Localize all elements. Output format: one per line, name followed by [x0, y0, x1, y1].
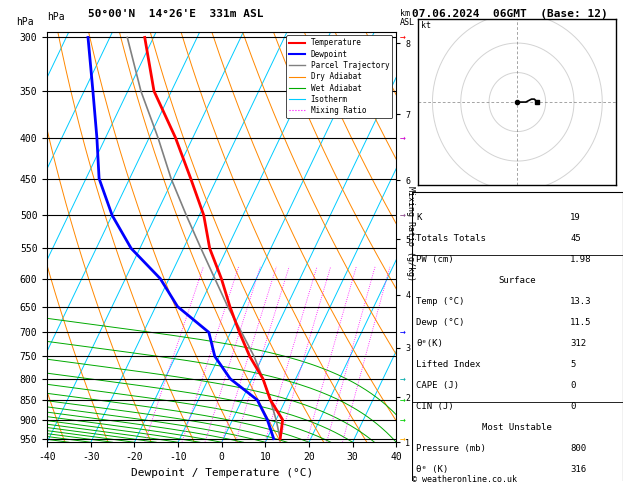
Text: θᵉ (K): θᵉ (K): [416, 466, 448, 474]
Text: 50°00'N  14°26'E  331m ASL: 50°00'N 14°26'E 331m ASL: [88, 9, 264, 19]
Text: 11.5: 11.5: [570, 318, 591, 328]
Text: 10: 10: [276, 446, 283, 451]
Text: →: →: [399, 133, 405, 142]
Text: CIN (J): CIN (J): [416, 402, 454, 412]
Text: kt: kt: [421, 21, 431, 30]
Text: 316: 316: [570, 466, 586, 474]
Text: 19: 19: [570, 213, 581, 223]
Text: 25: 25: [339, 446, 346, 451]
Text: 1.98: 1.98: [570, 256, 591, 264]
Text: 0: 0: [570, 382, 576, 390]
Text: Mixing Ratio (g/kg): Mixing Ratio (g/kg): [406, 186, 415, 281]
Text: Totals Totals: Totals Totals: [416, 234, 486, 243]
Text: Pressure (mb): Pressure (mb): [416, 444, 486, 453]
Text: 8: 8: [263, 446, 267, 451]
Text: Surface: Surface: [499, 277, 536, 285]
Text: →: →: [399, 328, 405, 337]
Text: 15: 15: [303, 446, 311, 451]
Text: 2: 2: [180, 446, 184, 451]
Text: 312: 312: [570, 339, 586, 348]
Legend: Temperature, Dewpoint, Parcel Trajectory, Dry Adiabat, Wet Adiabat, Isotherm, Mi: Temperature, Dewpoint, Parcel Trajectory…: [286, 35, 392, 118]
Text: 5: 5: [570, 361, 576, 369]
Text: PW (cm): PW (cm): [416, 256, 454, 264]
Text: 1: 1: [143, 446, 147, 451]
Text: →: →: [399, 434, 405, 444]
Text: →: →: [399, 33, 405, 42]
Text: hPa: hPa: [47, 12, 65, 22]
Text: Dewp (°C): Dewp (°C): [416, 318, 465, 328]
Text: Lifted Index: Lifted Index: [416, 361, 481, 369]
Text: © weatheronline.co.uk: © weatheronline.co.uk: [412, 474, 517, 484]
Text: km
ASL: km ASL: [400, 10, 415, 28]
Text: →: →: [399, 395, 405, 405]
Text: CAPE (J): CAPE (J): [416, 382, 459, 390]
Text: θᵉ(K): θᵉ(K): [416, 339, 443, 348]
Text: 5: 5: [233, 446, 237, 451]
Text: 4: 4: [220, 446, 224, 451]
Text: 13.3: 13.3: [570, 297, 591, 307]
Text: 800: 800: [570, 444, 586, 453]
X-axis label: Dewpoint / Temperature (°C): Dewpoint / Temperature (°C): [131, 468, 313, 478]
Text: Temp (°C): Temp (°C): [416, 297, 465, 307]
Text: hPa: hPa: [16, 17, 33, 28]
Text: 3: 3: [203, 446, 207, 451]
Text: →: →: [399, 374, 405, 384]
Text: K: K: [416, 213, 421, 223]
Text: 45: 45: [570, 234, 581, 243]
Text: →: →: [399, 210, 405, 220]
Text: 20: 20: [323, 446, 330, 451]
Text: 0: 0: [570, 402, 576, 412]
Text: 07.06.2024  06GMT  (Base: 12): 07.06.2024 06GMT (Base: 12): [412, 9, 608, 19]
Text: Most Unstable: Most Unstable: [482, 423, 552, 433]
Text: →: →: [399, 415, 405, 425]
